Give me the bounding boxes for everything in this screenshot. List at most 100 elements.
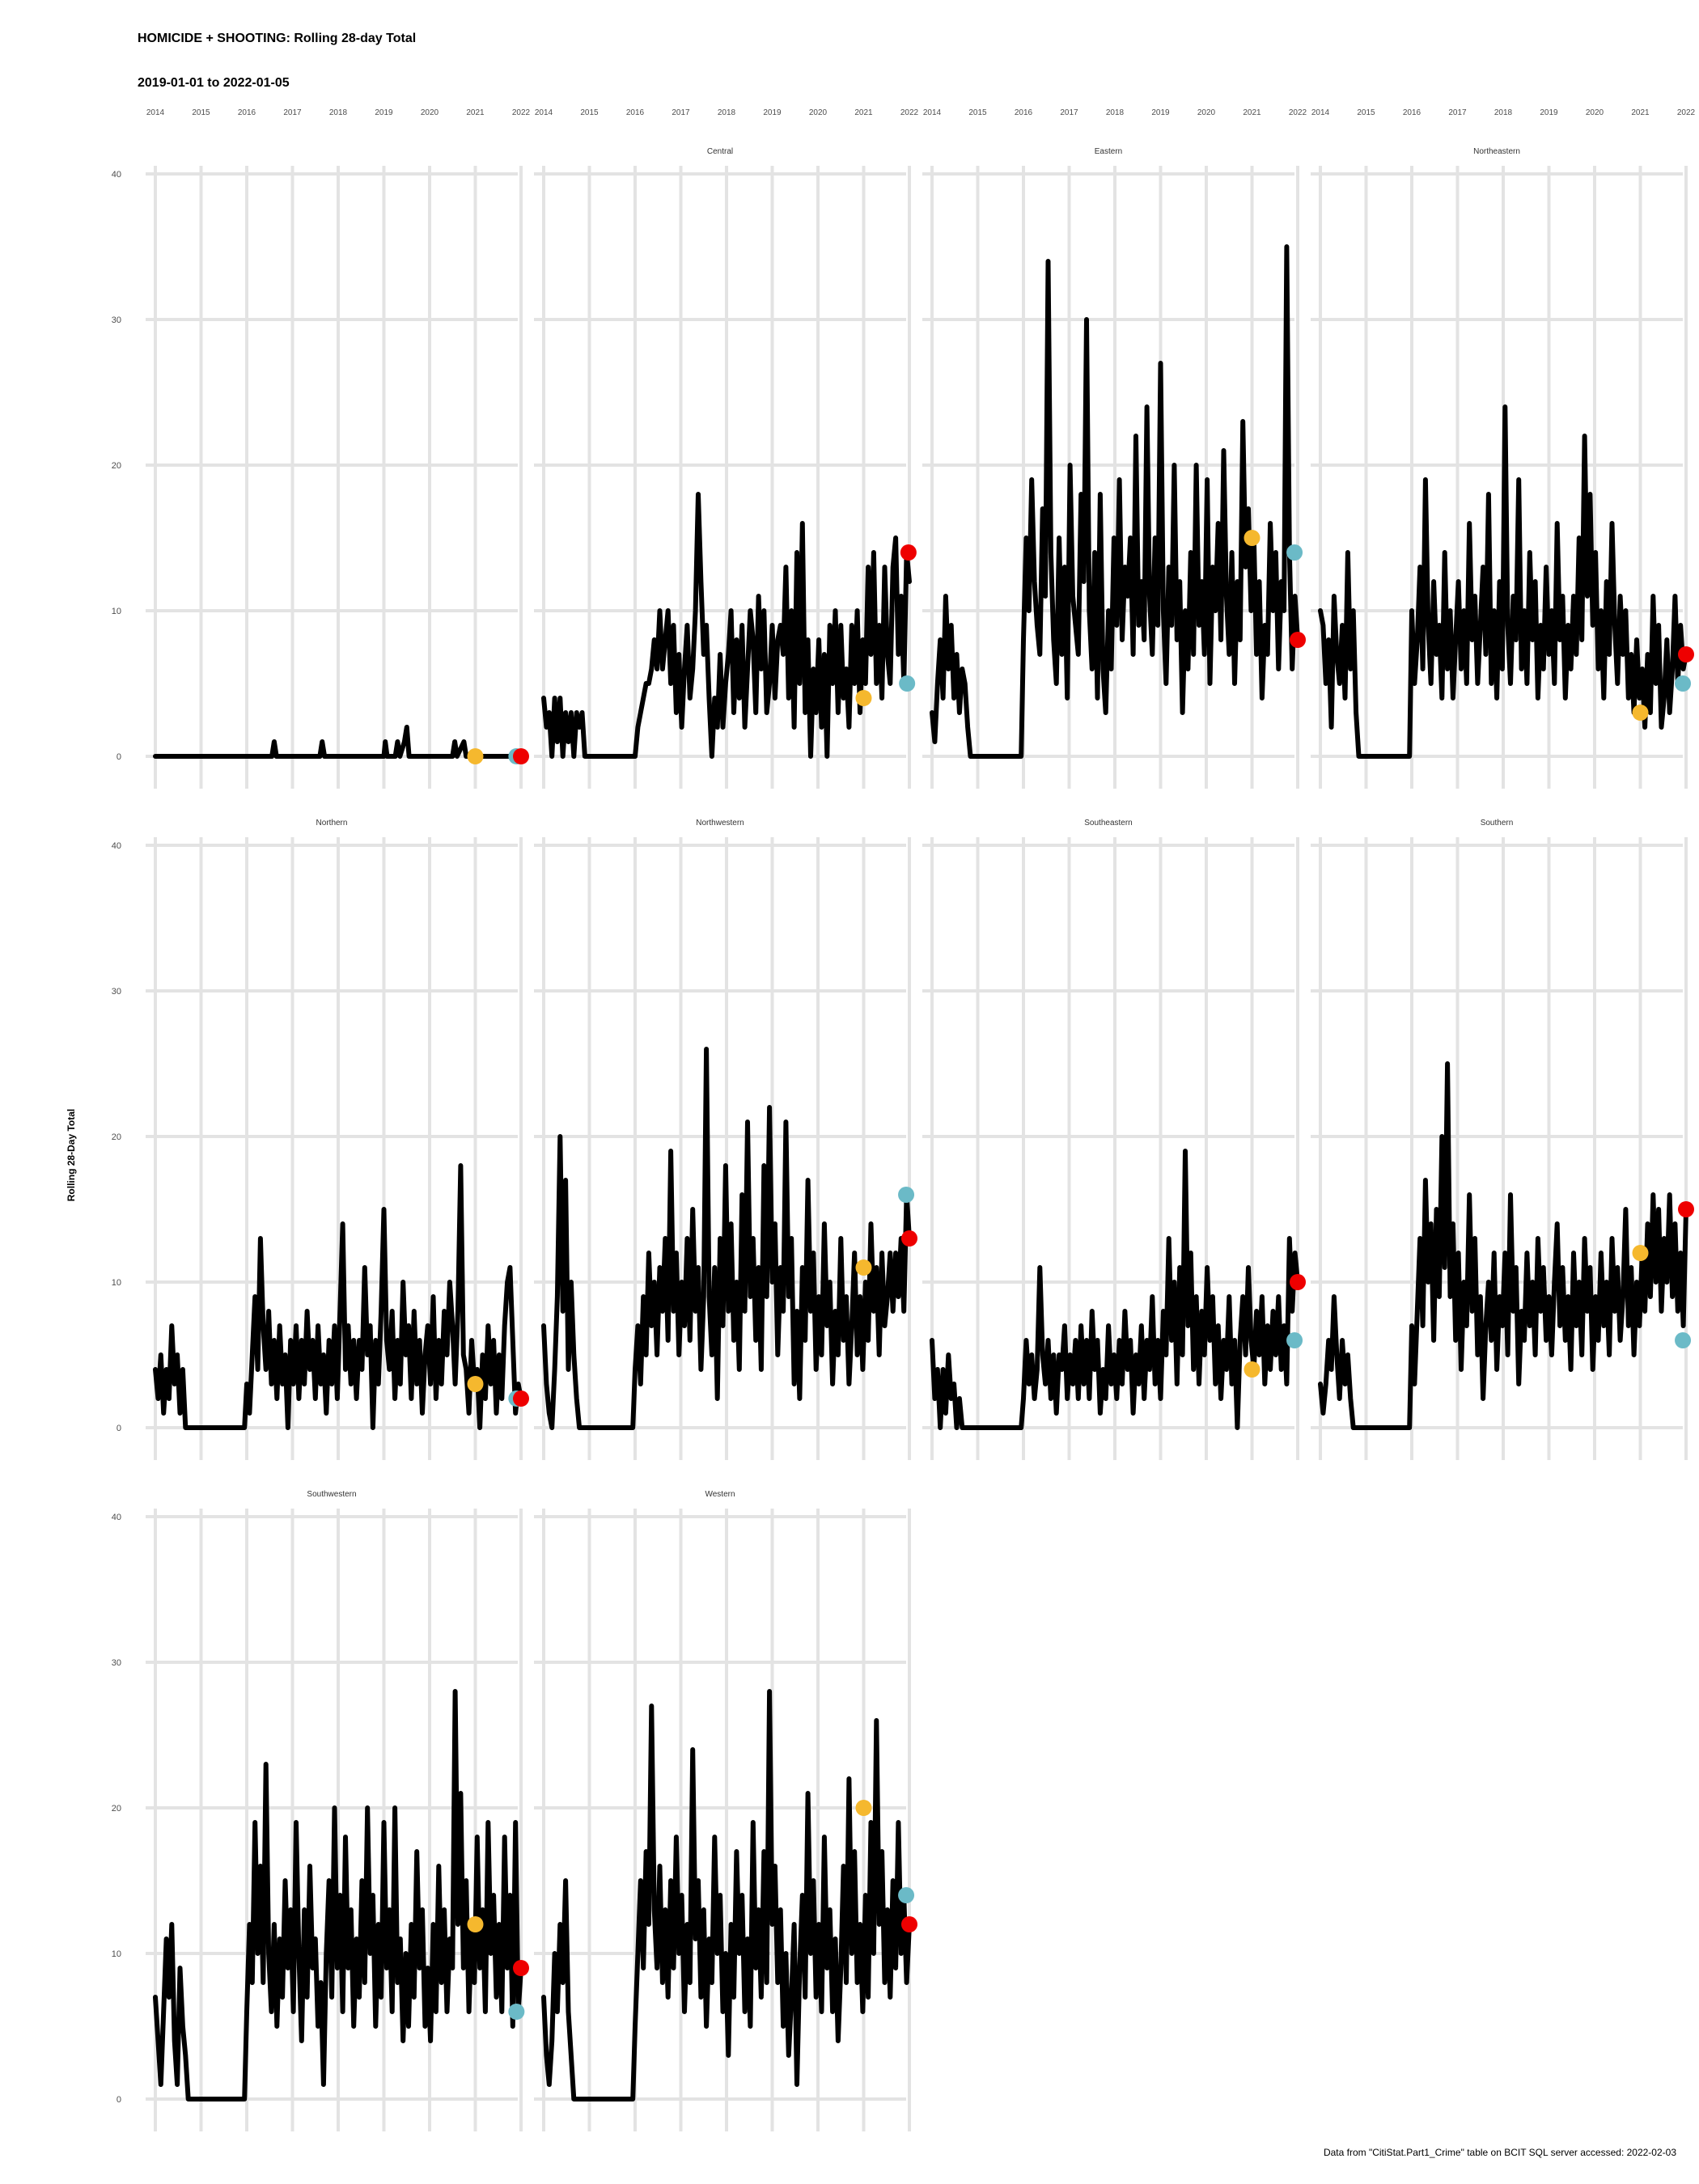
x-tick-label: 2018 (1106, 108, 1125, 117)
x-tick-label: 2017 (1448, 108, 1467, 117)
x-tick-label: 2017 (1060, 108, 1078, 117)
x-tick-label: 2015 (968, 108, 987, 117)
x-tick-label: 2022 (1677, 108, 1696, 117)
panel-northwestern: Northwestern (534, 819, 917, 1460)
x-tick-label: 2020 (1586, 108, 1604, 117)
facet-label: Southeastern (1084, 819, 1133, 827)
facet-panels: 2014 2015 2016 2017 2018 2019 2020 2021 20220102… (112, 108, 1696, 2131)
x-tick-label: 2014 (923, 108, 942, 117)
x-tick-label: 2019 (1540, 108, 1558, 117)
caption: Data from "CitiStat.Part1_Crime" table o… (1324, 2147, 1676, 2158)
marker-point (1286, 544, 1303, 561)
marker-point (1286, 1332, 1303, 1348)
y-tick-label: 30 (112, 315, 121, 325)
marker-point (1244, 530, 1260, 546)
panel-northeastern: 2014 2015 2016 2017 2018 2019 2020 2021 2022 Nort… (1311, 108, 1696, 789)
x-tick-label: 2016 (626, 108, 645, 117)
x-tick-label: 2021 (466, 108, 485, 117)
panel-eastern: 2014 2015 2016 2017 2018 2019 2020 2021 2022 East… (922, 108, 1307, 789)
marker-point (901, 1916, 917, 1932)
y-axis-label: Rolling 28-Day Total (66, 1109, 77, 1201)
y-tick-label: 20 (112, 1132, 121, 1142)
x-tick-label: 2014 (1311, 108, 1330, 117)
y-tick-label: 40 (112, 170, 121, 180)
x-tick-label: 2022 (512, 108, 531, 117)
facet-label: Western (705, 1490, 735, 1499)
series-line (153, 725, 523, 759)
series-line (541, 492, 912, 759)
x-tick-label: 2020 (809, 108, 828, 117)
y-tick-label: 0 (117, 752, 121, 762)
x-tick-label: 2021 (854, 108, 873, 117)
marker-point (1675, 675, 1692, 692)
series-line (930, 1149, 1300, 1430)
y-tick-label: 30 (112, 1658, 121, 1668)
x-tick-label: 2014 (146, 108, 165, 117)
x-tick-label: 2017 (283, 108, 302, 117)
x-tick-label: 2014 (535, 108, 553, 117)
y-tick-label: 0 (117, 1424, 121, 1433)
x-tick-label: 2016 (1015, 108, 1033, 117)
panel-northern: 0 10 20 30 40 Northern (112, 819, 529, 1460)
facet-label: Northeastern (1473, 147, 1520, 156)
x-tick-label: 2015 (1357, 108, 1375, 117)
facet-label: Southern (1481, 819, 1514, 827)
marker-point (513, 1390, 529, 1407)
marker-point (898, 1187, 915, 1203)
y-tick-label: 10 (112, 1949, 121, 1959)
x-tick-label: 2018 (329, 108, 348, 117)
panel-southwestern: 0 10 20 30 40 Southwestern (112, 1490, 529, 2131)
marker-point (467, 748, 484, 764)
x-tick-label: 2022 (1289, 108, 1307, 117)
marker-point (1632, 705, 1649, 721)
facet-label: Southwestern (307, 1490, 356, 1499)
x-tick-label: 2021 (1631, 108, 1650, 117)
series-line (1318, 404, 1688, 759)
facet-label: Northwestern (696, 819, 744, 827)
marker-point (855, 1800, 872, 1816)
panel-southern: Southern (1311, 819, 1694, 1460)
y-tick-label: 10 (112, 607, 121, 616)
marker-point (1678, 1201, 1694, 1217)
x-tick-label: 2015 (192, 108, 210, 117)
series-line (153, 1689, 523, 2101)
marker-point (1632, 1245, 1649, 1261)
marker-point (899, 675, 916, 692)
x-tick-label: 2022 (900, 108, 919, 117)
marker-point (1244, 1361, 1260, 1378)
marker-point (467, 1376, 484, 1392)
series-line (153, 1163, 523, 1430)
marker-point (900, 544, 917, 561)
y-tick-label: 20 (112, 1804, 121, 1814)
x-tick-label: 2019 (1151, 108, 1170, 117)
marker-point (1675, 1332, 1692, 1348)
series-line (930, 244, 1300, 759)
x-tick-label: 2015 (580, 108, 599, 117)
panel-central: 2014 2015 2016 2017 2018 2019 2020 2021 2022 Cent… (534, 108, 919, 789)
x-tick-label: 2019 (375, 108, 393, 117)
chart-title: HOMICIDE + SHOOTING: Rolling 28-day Tota… (138, 32, 416, 45)
y-tick-label: 0 (117, 2095, 121, 2105)
marker-point (513, 748, 529, 764)
facet-label: Eastern (1095, 147, 1122, 156)
x-tick-label: 2017 (672, 108, 690, 117)
marker-point (1290, 1274, 1306, 1290)
chart-subtitle: 2019-01-01 to 2022-01-05 (138, 76, 290, 90)
panel-unlabeled: 2014 2015 2016 2017 2018 2019 2020 2021 2022 0 10 2… (112, 108, 531, 789)
marker-point (1678, 646, 1694, 662)
y-tick-label: 40 (112, 1513, 121, 1522)
marker-point (467, 1916, 484, 1932)
x-tick-label: 2018 (1494, 108, 1513, 117)
marker-point (855, 690, 872, 706)
panel-southeastern: Southeastern (922, 819, 1306, 1460)
panel-western: Western (534, 1490, 917, 2131)
x-tick-label: 2021 (1243, 108, 1261, 117)
x-tick-label: 2020 (1197, 108, 1216, 117)
x-tick-label: 2018 (718, 108, 736, 117)
marker-point (855, 1259, 872, 1276)
facet-label: Central (707, 147, 733, 156)
series-line (541, 1047, 912, 1430)
series-line (541, 1689, 912, 2101)
marker-point (1290, 632, 1306, 648)
